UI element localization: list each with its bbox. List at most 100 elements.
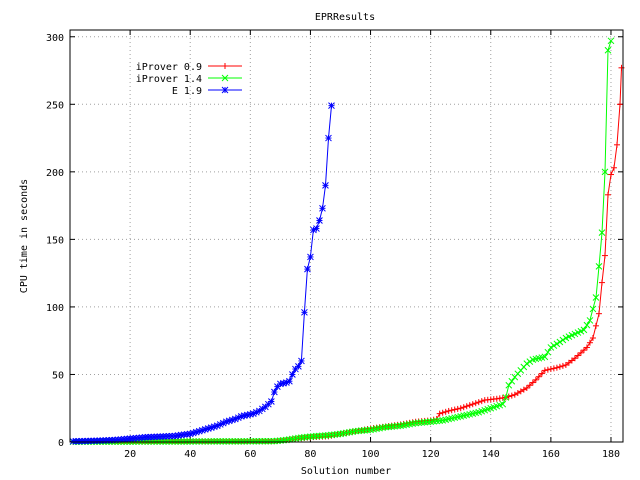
data-point (96, 437, 104, 445)
data-point (307, 253, 314, 261)
data-point (75, 437, 83, 445)
x-tick-label: 140 (482, 449, 500, 460)
data-point (78, 437, 86, 445)
data-point (316, 217, 323, 224)
data-point (189, 438, 197, 445)
data-point (201, 438, 209, 445)
data-point (508, 392, 515, 399)
data-point (469, 401, 476, 408)
x-tick-label: 40 (184, 449, 196, 460)
y-tick-label: 100 (46, 303, 64, 314)
data-point (289, 371, 296, 378)
data-point (604, 46, 612, 54)
data-point (216, 438, 224, 445)
data-point (436, 410, 443, 417)
data-point (177, 438, 185, 445)
data-point (541, 367, 548, 374)
data-point (580, 326, 588, 334)
data-point (505, 381, 513, 389)
data-point (424, 418, 432, 426)
data-point (364, 426, 371, 434)
data-point (252, 437, 260, 445)
data-point (454, 405, 461, 412)
x-tick-label: 120 (422, 449, 440, 460)
data-point (195, 438, 203, 445)
data-point (255, 437, 263, 445)
data-point (598, 279, 605, 286)
data-point (445, 407, 452, 414)
data-point (316, 432, 323, 440)
data-point (304, 265, 311, 273)
data-point (231, 438, 239, 445)
data-point (268, 398, 275, 405)
data-point (204, 438, 212, 445)
data-point (352, 427, 359, 435)
data-point (618, 64, 625, 71)
data-point (544, 366, 551, 373)
data-point (180, 438, 188, 445)
data-point (301, 308, 308, 316)
data-point (553, 340, 561, 348)
data-point (385, 423, 392, 431)
data-point (529, 379, 536, 386)
y-tick-label: 0 (58, 438, 64, 449)
data-point (171, 438, 179, 445)
data-point (421, 418, 428, 426)
data-point (325, 134, 332, 142)
x-tick-label: 80 (304, 449, 316, 460)
data-point (307, 433, 314, 440)
data-point (382, 423, 389, 431)
data-point (198, 438, 206, 445)
data-point (328, 102, 335, 109)
series-line (73, 105, 332, 442)
y-tick-label: 50 (52, 370, 64, 381)
chart-title: EPRResults (315, 12, 375, 23)
data-point (132, 434, 140, 442)
x-tick-label: 60 (244, 449, 256, 460)
data-point (523, 360, 531, 368)
data-point (466, 402, 473, 409)
data-point (457, 405, 464, 412)
data-point (120, 435, 128, 443)
data-point (240, 437, 248, 445)
data-point (583, 344, 590, 351)
data-point (517, 388, 524, 395)
data-point (442, 408, 449, 415)
data-point (556, 338, 564, 346)
data-point (286, 377, 293, 385)
data-point (586, 317, 594, 324)
data-point (550, 365, 557, 372)
data-point (526, 382, 533, 389)
y-axis-label: CPU time in seconds (19, 179, 30, 293)
data-point (225, 438, 233, 445)
data-point (553, 364, 560, 371)
data-point (361, 427, 368, 434)
data-point (538, 370, 545, 377)
data-point (388, 423, 395, 430)
data-point (544, 348, 552, 356)
data-point (355, 427, 362, 435)
data-point (87, 437, 95, 445)
data-point (156, 433, 164, 440)
data-point (319, 432, 326, 440)
data-point (463, 403, 470, 410)
data-point (418, 419, 425, 426)
data-point (592, 322, 599, 329)
data-point (604, 191, 611, 198)
data-point (499, 400, 507, 408)
data-point (234, 437, 242, 445)
y-tick-label: 200 (46, 168, 64, 179)
data-point (183, 438, 191, 445)
data-point (607, 171, 614, 178)
data-point (221, 86, 229, 94)
series-group (69, 37, 625, 446)
data-point (84, 437, 92, 445)
data-point (520, 386, 527, 393)
data-point (565, 359, 572, 366)
legend-label: iProver 0.9 (136, 62, 202, 73)
data-point (228, 438, 236, 445)
data-point (577, 349, 584, 356)
data-point (601, 252, 608, 259)
